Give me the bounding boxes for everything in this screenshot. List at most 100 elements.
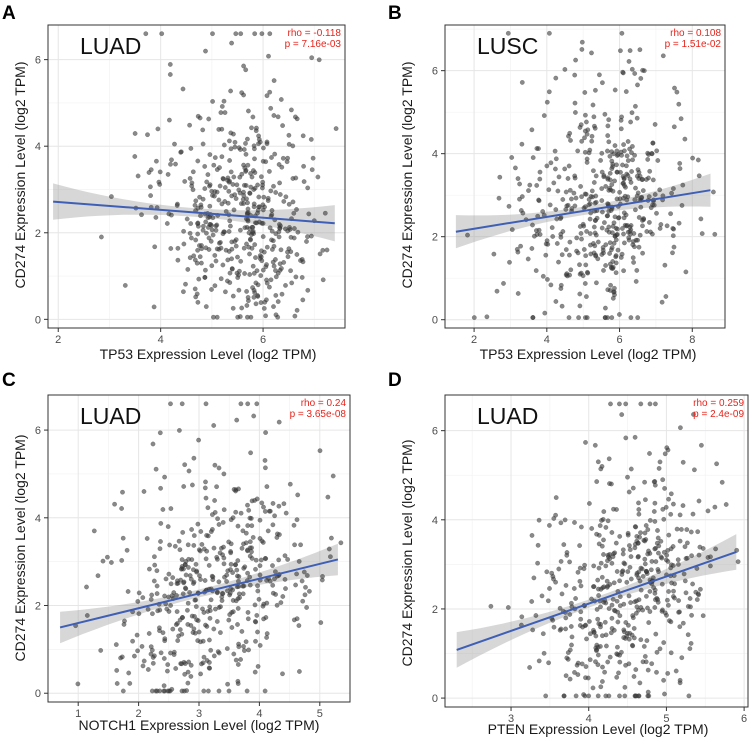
data-point	[619, 569, 625, 575]
data-point	[250, 114, 256, 120]
data-point	[229, 266, 235, 272]
data-point	[517, 181, 522, 187]
data-point	[227, 223, 233, 229]
data-point	[610, 554, 616, 560]
data-point	[228, 130, 234, 136]
data-point	[203, 556, 209, 562]
data-point	[662, 485, 667, 491]
data-point	[609, 530, 615, 535]
data-point	[592, 218, 598, 223]
data-point	[698, 586, 703, 592]
data-point	[546, 660, 551, 666]
data-point	[210, 314, 216, 320]
data-point	[653, 401, 658, 407]
data-point	[540, 631, 546, 637]
data-point	[636, 214, 642, 220]
p-value-d: p = 2.4e-09	[693, 409, 744, 420]
data-point	[690, 511, 696, 517]
data-point	[666, 532, 672, 538]
data-point	[198, 260, 204, 266]
data-point	[596, 593, 601, 598]
data-point	[155, 126, 161, 132]
data-point	[300, 598, 306, 604]
data-point	[226, 188, 232, 194]
data-point	[258, 248, 264, 254]
data-point	[609, 315, 615, 320]
data-point	[230, 587, 236, 593]
data-point	[533, 268, 539, 273]
data-point	[647, 401, 653, 407]
data-point	[324, 247, 330, 253]
data-point	[235, 606, 241, 611]
data-point	[638, 204, 644, 210]
data-point	[540, 273, 546, 279]
data-point	[166, 571, 172, 577]
data-point	[608, 282, 613, 288]
data-point	[634, 193, 640, 199]
data-point	[588, 210, 594, 216]
data-point	[593, 173, 599, 179]
data-point	[541, 650, 547, 656]
data-point	[275, 299, 281, 304]
data-point	[626, 622, 631, 628]
data-point	[549, 225, 555, 231]
data-point	[271, 113, 277, 118]
y-tick-label-d: 2	[432, 604, 438, 616]
data-point	[263, 313, 268, 319]
data-point	[244, 314, 250, 320]
data-point	[609, 149, 614, 155]
data-point	[694, 597, 700, 602]
data-point	[563, 206, 569, 212]
data-point	[625, 569, 631, 574]
data-point	[136, 611, 142, 617]
y-tick-label-a: 6	[35, 55, 41, 67]
data-point	[291, 522, 297, 528]
data-point	[630, 157, 635, 163]
data-point	[253, 280, 259, 286]
data-point	[662, 451, 668, 457]
data-point	[272, 513, 277, 519]
data-point	[520, 210, 526, 216]
data-point	[564, 655, 570, 661]
data-point	[633, 693, 639, 699]
data-point	[696, 592, 701, 598]
data-point	[203, 230, 209, 236]
data-point	[494, 288, 500, 294]
data-point	[676, 598, 681, 603]
data-point	[159, 31, 165, 37]
data-point	[657, 459, 663, 465]
data-point	[287, 481, 293, 487]
data-point	[636, 554, 641, 559]
data-point	[211, 545, 217, 551]
data-point	[75, 681, 81, 687]
data-point	[623, 401, 629, 407]
x-tick-label-a: 6	[260, 334, 266, 346]
data-point	[188, 145, 194, 151]
data-point	[640, 250, 645, 256]
data-point	[285, 254, 291, 260]
data-point	[269, 208, 275, 213]
data-point	[264, 93, 270, 99]
panel-letter-c: C	[2, 370, 16, 391]
data-point	[609, 182, 615, 188]
data-point	[193, 198, 199, 204]
data-point	[643, 568, 649, 574]
data-point	[575, 660, 581, 666]
data-point	[253, 255, 258, 261]
data-point	[292, 542, 297, 548]
data-point	[650, 177, 656, 183]
data-point	[99, 234, 104, 240]
data-point	[559, 303, 565, 309]
data-point	[564, 550, 570, 555]
data-point	[183, 586, 189, 592]
data-point	[536, 198, 542, 204]
data-point	[641, 644, 647, 649]
data-point	[617, 578, 622, 584]
data-point	[222, 185, 228, 190]
data-point	[603, 563, 609, 569]
data-point	[146, 566, 152, 572]
data-point	[206, 665, 212, 671]
data-point	[560, 197, 566, 202]
data-point	[604, 643, 609, 649]
data-point	[529, 127, 535, 133]
